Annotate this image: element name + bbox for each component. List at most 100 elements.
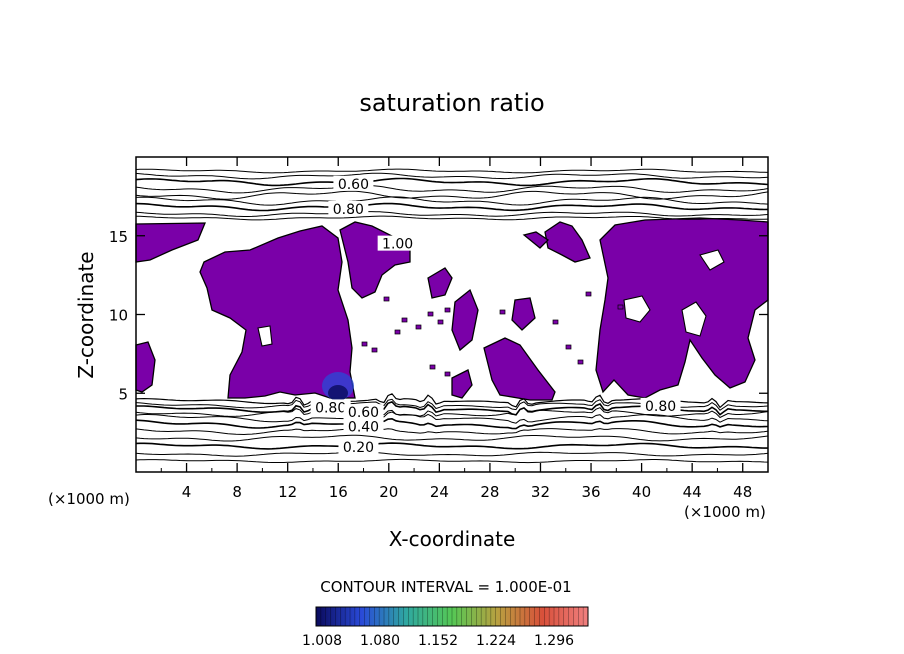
axis-ticks	[136, 157, 768, 472]
contour-label-mask	[333, 175, 374, 191]
cloud-fragment	[429, 364, 436, 370]
contour-label-mask	[377, 235, 418, 251]
cloud-fragment	[383, 296, 390, 302]
contour-line	[135, 196, 769, 206]
x-tick-label: 24	[430, 483, 449, 501]
x-tick-label: 28	[480, 483, 499, 501]
chart-title: saturation ratio	[359, 89, 544, 117]
cloud-fragment	[437, 319, 444, 325]
contour-line	[135, 458, 769, 464]
colorbar-tick-label: 1.080	[360, 633, 400, 649]
contour-line	[135, 442, 768, 450]
x-tick-label: 8	[232, 483, 242, 501]
subsaturated-hole	[681, 301, 707, 337]
x-axis-label: X-coordinate	[389, 527, 516, 551]
supersaturated-region	[451, 369, 473, 399]
contour-label-mask	[310, 399, 351, 415]
subsaturated-hole	[623, 295, 651, 323]
y-tick-label: 15	[109, 228, 128, 246]
contour-label: 0.80	[315, 400, 346, 416]
cloud-fragment	[361, 341, 368, 347]
x-tick-label: 36	[581, 483, 600, 501]
x-tick-label: 16	[329, 483, 348, 501]
cloud-fragment	[499, 309, 506, 315]
colorbar: 1.008 1.080 1.152 1.224 1.296	[302, 606, 589, 649]
contour-line	[135, 211, 769, 217]
contour-line	[135, 184, 769, 194]
contour-line	[135, 172, 769, 180]
cloud-fragment	[427, 311, 434, 317]
supersaturated-region	[451, 288, 479, 352]
contour-label: 0.60	[348, 405, 379, 421]
high-supersaturation-core	[328, 385, 348, 401]
y-axis-label: Z-coordinate	[74, 251, 98, 378]
contour-labels: 0.600.801.000.80 0.600.400.200.80	[310, 175, 681, 456]
x-tick-label: 40	[632, 483, 651, 501]
cloud-fragment	[394, 329, 401, 335]
contour-label-mask	[640, 397, 681, 413]
contour-label: 1.00	[382, 237, 413, 253]
z-unit-label: (×1000 m)	[48, 490, 130, 508]
contour-label: 0.40	[348, 419, 379, 435]
contour-line	[135, 215, 769, 221]
cloud-fragment	[444, 371, 451, 377]
colorbar-tick-labels: 1.008 1.080 1.152 1.224 1.296	[302, 633, 574, 649]
subsaturated-hole	[699, 249, 725, 271]
contour-line	[135, 407, 769, 419]
cloud-fragment	[565, 344, 572, 350]
contour-label: 0.20	[343, 440, 374, 456]
contour-line	[135, 451, 769, 457]
contour-lines	[135, 168, 769, 464]
colorbar-tick-label: 1.224	[476, 633, 516, 649]
cloud-fragment	[552, 319, 559, 325]
contour-line	[135, 417, 769, 430]
colorbar-tick-label: 1.296	[534, 633, 574, 649]
contour-line	[135, 168, 769, 174]
contour-line	[135, 202, 769, 212]
cloud-fragment	[401, 317, 408, 323]
x-tick-label: 20	[379, 483, 398, 501]
cloud-fragment	[444, 307, 451, 313]
contour-line	[135, 427, 769, 436]
contour-line	[135, 411, 769, 424]
x-tick-label: 48	[733, 483, 752, 501]
x-unit-label: (×1000 m)	[684, 503, 766, 521]
subsaturated-hole	[257, 325, 273, 347]
contour-line	[135, 177, 769, 187]
cloud-fragment	[371, 347, 378, 353]
cloud-fragment	[617, 304, 624, 310]
x-tick-label: 12	[278, 483, 297, 501]
supersaturated-region	[595, 217, 769, 399]
contour-label-mask	[343, 418, 384, 434]
supersaturated-region	[483, 337, 556, 401]
colorbar-tick-marks	[315, 607, 589, 626]
supersaturated-regions	[135, 217, 769, 401]
x-tick-label: 32	[531, 483, 550, 501]
x-tick-label: 44	[683, 483, 702, 501]
supersaturated-region	[199, 225, 356, 399]
cloud-fragment	[415, 324, 422, 330]
plot-area: 0.600.801.000.80 0.600.400.200.80	[135, 156, 769, 473]
supersaturated-region	[511, 297, 536, 331]
x-tick-labels: 4 8 12 16 20 24 28 32 36 40 44 48	[182, 483, 752, 501]
contour-label: 0.60	[338, 177, 369, 193]
cloud-fragment	[585, 291, 592, 297]
y-tick-labels: 5 10 15	[109, 228, 128, 404]
contour-label: 0.80	[645, 399, 676, 415]
y-tick-label: 5	[118, 385, 128, 403]
contour-label-mask	[343, 404, 384, 420]
supersaturated-region	[544, 221, 591, 263]
contour-label-mask	[338, 438, 379, 454]
contour-label-mask	[328, 200, 369, 216]
supersaturated-region	[427, 267, 453, 299]
cloud-fragment	[577, 359, 584, 365]
supersaturated-region	[522, 231, 550, 249]
contour-label: 0.80	[333, 202, 364, 218]
x-tick-label: 4	[182, 483, 192, 501]
y-tick-label: 10	[109, 307, 128, 325]
contour-line	[135, 434, 769, 442]
colorbar-tick-label: 1.008	[302, 633, 342, 649]
colorbar-tick-label: 1.152	[418, 633, 458, 649]
contour-interval-label: CONTOUR INTERVAL = 1.000E-01	[320, 578, 571, 596]
